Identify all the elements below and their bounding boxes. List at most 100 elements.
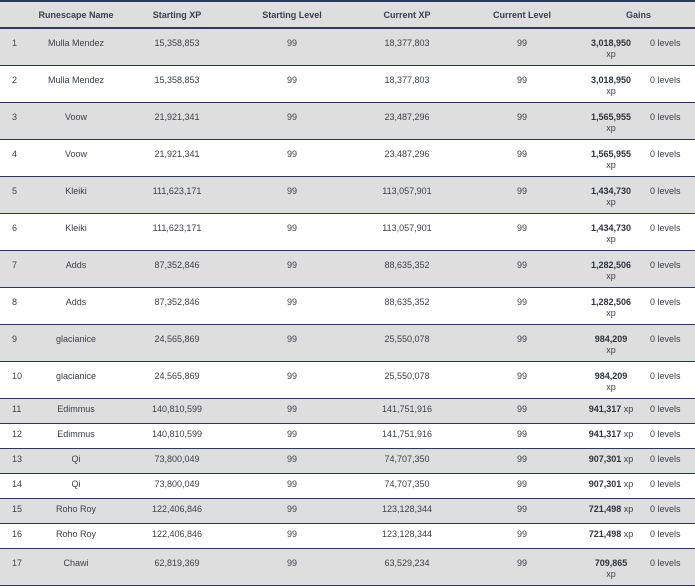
player-name: Kleiki [30,176,122,214]
gained-xp-value: 1,565,955 [590,149,632,159]
gained-levels: 0 levels [640,102,695,140]
starting-level: 99 [232,213,352,251]
gained-xp-value: 984,209 [594,371,628,381]
row-index: 1 [0,28,30,66]
xp-unit: xp [623,404,634,414]
gained-levels: 0 levels [640,287,695,325]
gained-xp: 907,301 xp [582,473,640,499]
starting-xp: 87,352,846 [122,287,232,325]
gained-levels: 0 levels [640,498,695,524]
gained-levels: 0 levels [640,28,695,66]
current-level: 99 [462,102,582,140]
current-xp: 25,550,078 [352,361,462,399]
current-xp: 88,635,352 [352,287,462,325]
table-row: 17 Chawi 62,819,369 99 63,529,234 99 709,865 xp… [0,548,695,586]
header-starting-level[interactable]: Starting Level [232,1,352,29]
starting-level: 99 [232,398,352,424]
table-row: 2 Mulla Mendez 15,358,853 99 18,377,803 99 3,0… [0,65,695,103]
xp-unit: xp [606,123,616,133]
xp-unit: xp [623,454,634,464]
current-xp: 63,529,234 [352,548,462,586]
row-index: 4 [0,139,30,177]
gained-xp: 1,282,506 xp [582,287,640,325]
starting-level: 99 [232,65,352,103]
current-level: 99 [462,213,582,251]
row-index: 7 [0,250,30,288]
row-index: 5 [0,176,30,214]
starting-level: 99 [232,287,352,325]
current-xp: 74,707,350 [352,448,462,474]
xp-unit: xp [606,308,616,318]
gained-levels: 0 levels [640,548,695,586]
table-row: 3 Voow 21,921,341 99 23,487,296 99 1,565,955 xp… [0,102,695,140]
current-xp: 23,487,296 [352,102,462,140]
header-gains[interactable]: Gains [582,1,695,29]
header-name[interactable]: Runescape Name [30,1,122,29]
gained-levels: 0 levels [640,176,695,214]
gained-levels: 0 levels [640,448,695,474]
gained-xp-value: 1,282,506 [590,260,632,270]
row-index: 13 [0,448,30,474]
gained-xp-value: 1,282,506 [590,297,632,307]
player-name: Kleiki [30,213,122,251]
current-xp: 88,635,352 [352,250,462,288]
current-level: 99 [462,398,582,424]
starting-level: 99 [232,324,352,362]
player-name: Mulla Mendez [30,28,122,66]
row-index: 9 [0,324,30,362]
current-xp: 25,550,078 [352,324,462,362]
row-index: 2 [0,65,30,103]
player-name: Voow [30,139,122,177]
starting-level: 99 [232,423,352,449]
starting-level: 99 [232,139,352,177]
table-row: 14 Qi 73,800,049 99 74,707,350 99 907,301 xp 0 … [0,473,695,499]
current-level: 99 [462,176,582,214]
starting-xp: 122,406,846 [122,498,232,524]
row-index: 11 [0,398,30,424]
table-row: 1 Mulla Mendez 15,358,853 99 18,377,803 99 3,0… [0,28,695,66]
xp-unit: xp [606,86,616,96]
current-xp: 74,707,350 [352,473,462,499]
gained-xp: 721,498 xp [582,523,640,549]
gained-xp-value: 1,434,730 [590,223,632,233]
gained-xp-value: 721,498 [588,504,622,514]
xp-unit: xp [606,345,616,355]
current-xp: 113,057,901 [352,213,462,251]
current-level: 99 [462,139,582,177]
current-level: 99 [462,498,582,524]
table-row: 10 glacianice 24,565,869 99 25,550,078 99 984,… [0,361,695,399]
current-level: 99 [462,473,582,499]
gained-levels: 0 levels [640,324,695,362]
player-name: Edimmus [30,398,122,424]
gained-levels: 0 levels [640,473,695,499]
starting-level: 99 [232,448,352,474]
current-xp: 18,377,803 [352,65,462,103]
row-index: 17 [0,548,30,586]
starting-level: 99 [232,250,352,288]
player-name: Qi [30,473,122,499]
gained-xp: 984,209 xp [582,361,640,399]
table-row: 11 Edimmus 140,810,599 99 141,751,916 99 941,3… [0,398,695,424]
row-index: 6 [0,213,30,251]
gained-levels: 0 levels [640,139,695,177]
current-level: 99 [462,548,582,586]
current-level: 99 [462,324,582,362]
table-row: 9 glacianice 24,565,869 99 25,550,078 99 984,2… [0,324,695,362]
starting-xp: 21,921,341 [122,102,232,140]
gained-xp: 1,434,730 xp [582,213,640,251]
header-index [0,1,30,29]
current-level: 99 [462,250,582,288]
header-row: Runescape Name Starting XP Starting Leve… [0,1,695,29]
header-starting-xp[interactable]: Starting XP [122,1,232,29]
gained-xp-value: 907,301 [588,454,622,464]
gained-xp-value: 709,865 [594,558,628,568]
header-current-level[interactable]: Current Level [462,1,582,29]
gained-xp-value: 941,317 [588,429,622,439]
table-row: 16 Roho Roy 122,406,846 99 123,128,344 99 721,… [0,523,695,549]
header-current-xp[interactable]: Current XP [352,1,462,29]
gained-xp: 3,018,950 xp [582,65,640,103]
current-level: 99 [462,361,582,399]
current-level: 99 [462,523,582,549]
row-index: 12 [0,423,30,449]
starting-xp: 15,358,853 [122,65,232,103]
